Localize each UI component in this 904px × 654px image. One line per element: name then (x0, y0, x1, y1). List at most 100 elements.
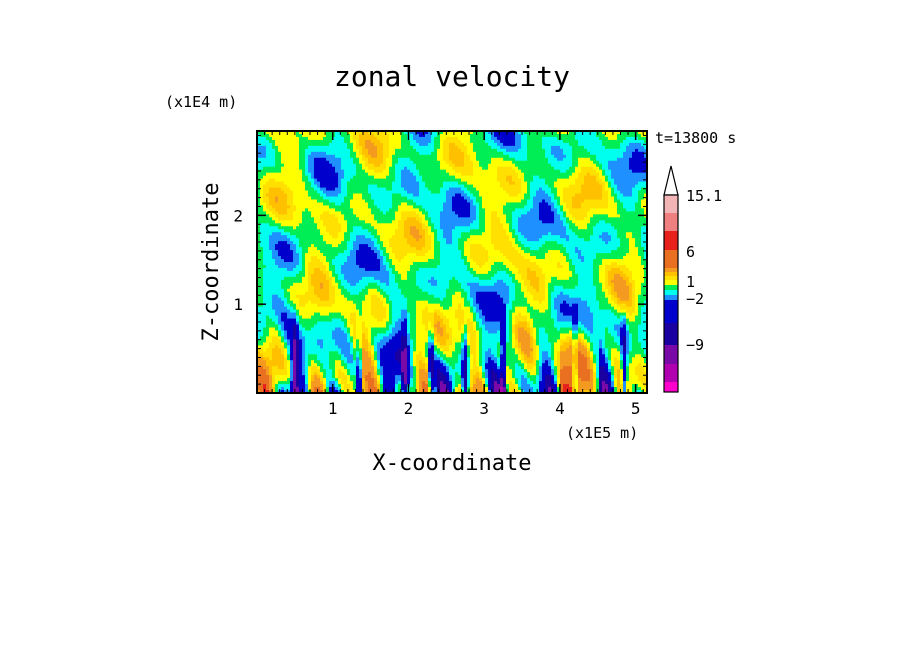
field-cell (491, 187, 495, 192)
field-cell (284, 208, 288, 212)
field-cell (335, 181, 339, 186)
field-cell (629, 157, 633, 162)
field-cell (569, 169, 573, 174)
field-cell (494, 187, 498, 192)
field-cell (281, 178, 285, 183)
field-cell (353, 172, 357, 177)
field-cell (404, 142, 408, 147)
field-cell (335, 145, 339, 150)
field-cell (551, 163, 555, 168)
field-cell (596, 178, 600, 183)
field-cell (554, 169, 558, 174)
field-cell (263, 148, 267, 153)
field-cell (521, 202, 525, 207)
field-cell (560, 157, 564, 162)
field-cell (311, 208, 315, 212)
field-cell (296, 178, 300, 183)
field-cell (377, 211, 381, 215)
field-cell (623, 145, 627, 150)
field-cell (437, 175, 441, 180)
field-cell (419, 166, 423, 171)
field-cell (443, 205, 447, 210)
field-cell (557, 175, 561, 180)
field-cell (608, 184, 612, 189)
field-cell (470, 181, 474, 186)
field-cell (575, 160, 579, 165)
field-cell (338, 196, 342, 201)
field-cell (416, 205, 420, 210)
field-cell (413, 136, 417, 141)
field-cell (395, 157, 399, 162)
field-cell (299, 193, 303, 198)
field-cell (461, 145, 465, 150)
field-cell (587, 196, 591, 201)
field-cell (425, 139, 429, 144)
field-cell (344, 136, 348, 141)
field-cell (362, 211, 366, 215)
field-cell (485, 166, 489, 171)
field-cell (308, 193, 312, 198)
field-cell (332, 154, 336, 159)
field-cell (374, 211, 378, 215)
field-cell (296, 169, 300, 174)
field-cell (560, 163, 564, 168)
field-cell (566, 151, 570, 156)
field-cell (506, 184, 510, 189)
field-cell (317, 145, 321, 150)
field-cell (407, 175, 411, 180)
field-cell (296, 142, 300, 147)
field-cell (404, 190, 408, 195)
field-cell (257, 169, 261, 174)
field-cell (308, 154, 312, 159)
field-cell (617, 154, 621, 159)
field-cell (278, 205, 282, 210)
field-cell (587, 151, 591, 156)
field-cell (452, 136, 456, 141)
field-cell (425, 202, 429, 207)
field-cell (641, 202, 645, 207)
field-cell (407, 184, 411, 189)
field-cell (638, 187, 642, 192)
field-cell (485, 178, 489, 183)
field-cell (359, 211, 363, 215)
field-cell (575, 205, 579, 210)
field-cell (623, 133, 627, 138)
field-cell (497, 166, 501, 171)
field-cell (425, 178, 429, 183)
y-unit-label: (x1E4 m) (165, 93, 237, 111)
field-cell (470, 199, 474, 204)
field-cell (560, 211, 564, 215)
field-cell (446, 211, 450, 215)
field-cell (617, 172, 621, 177)
field-cell (449, 169, 453, 174)
field-cell (572, 178, 576, 183)
field-cell (374, 181, 378, 186)
field-cell (344, 178, 348, 183)
field-cell (638, 196, 642, 201)
field-cell (443, 169, 447, 174)
field-cell (428, 163, 432, 168)
field-cell (578, 172, 582, 177)
field-cell (428, 202, 432, 207)
field-cell (416, 211, 420, 215)
field-cell (620, 190, 624, 195)
field-cell (413, 145, 417, 150)
field-cell (431, 211, 435, 215)
field-cell (488, 139, 492, 144)
field-cell (629, 163, 633, 168)
field-cell (626, 136, 630, 141)
field-cell (506, 181, 510, 186)
field-cell (329, 181, 333, 186)
field-cell (539, 181, 543, 186)
field-cell (485, 151, 489, 156)
field-cell (641, 175, 645, 180)
field-cell (362, 202, 366, 207)
field-cell (557, 172, 561, 177)
field-cell (482, 154, 486, 159)
field-cell (419, 154, 423, 159)
field-cell (575, 131, 579, 135)
field-cell (323, 160, 327, 165)
field-cell (305, 148, 309, 153)
field-cell (635, 139, 639, 144)
field-cell (344, 139, 348, 144)
